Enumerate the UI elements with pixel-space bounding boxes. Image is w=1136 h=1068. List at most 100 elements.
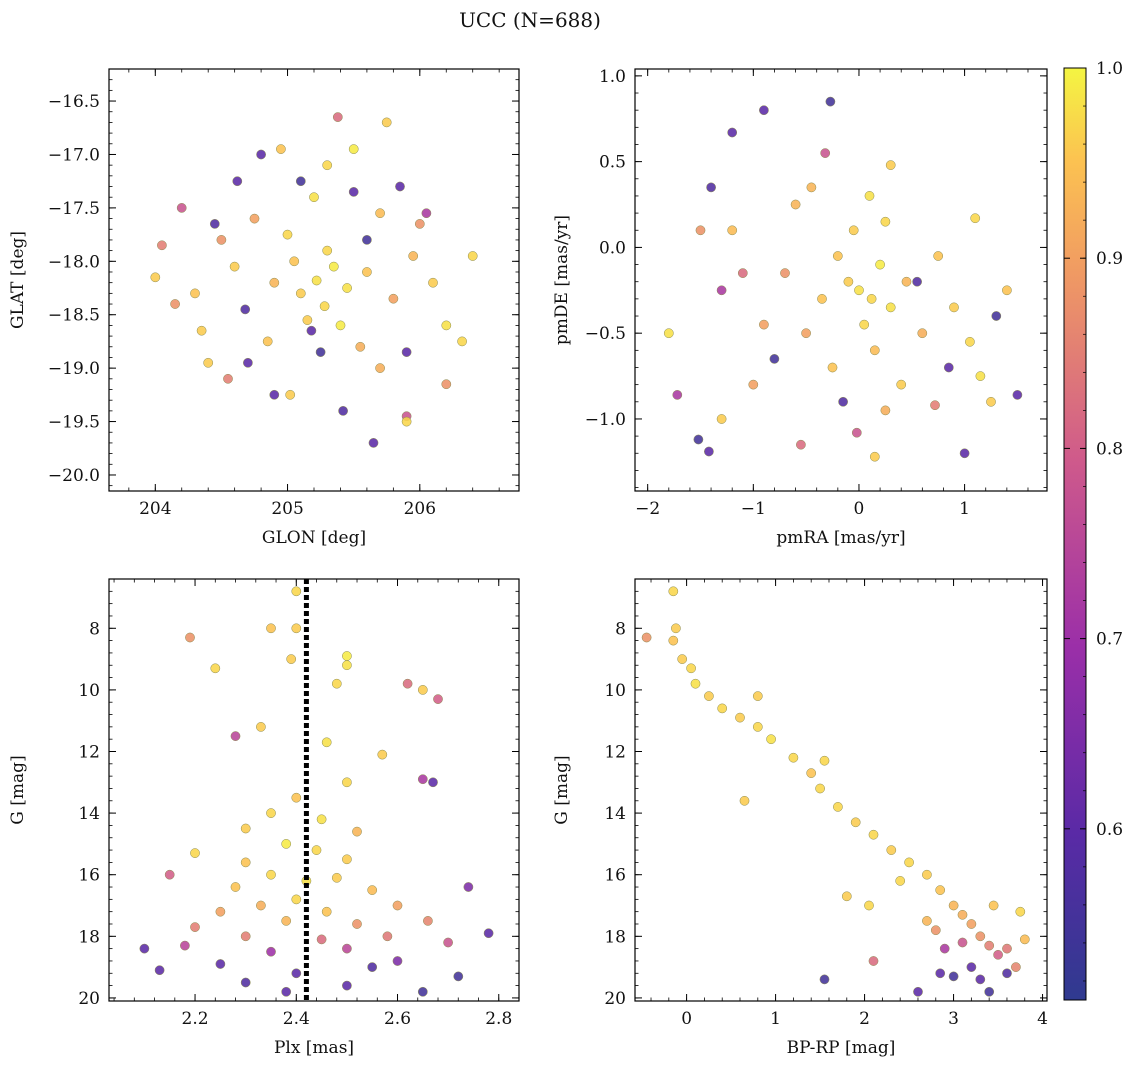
- data-point: [203, 357, 214, 368]
- data-point: [453, 971, 464, 982]
- data-point: [190, 848, 200, 858]
- y-tick-label: 14: [78, 804, 100, 824]
- data-point: [851, 427, 862, 438]
- data-point: [395, 181, 405, 192]
- data-point: [766, 734, 776, 745]
- data-point: [866, 294, 877, 304]
- y-tick-label: 18: [604, 927, 626, 947]
- data-point: [342, 943, 352, 954]
- data-point: [930, 925, 941, 936]
- data-point: [912, 276, 922, 287]
- data-point: [848, 225, 859, 236]
- data-point: [428, 277, 438, 288]
- data-point: [875, 259, 885, 270]
- data-point: [210, 663, 221, 674]
- data-point: [935, 885, 946, 895]
- data-point: [266, 946, 276, 957]
- axes-frame: [634, 578, 1048, 1002]
- x-tick-label: 4: [1037, 1009, 1048, 1029]
- data-point: [641, 632, 652, 643]
- data-point: [966, 919, 977, 929]
- data-point: [362, 267, 372, 277]
- data-point: [229, 261, 240, 272]
- data-point: [986, 396, 996, 407]
- data-point: [256, 900, 266, 911]
- data-point: [375, 208, 385, 219]
- data-point: [690, 678, 701, 689]
- data-point: [739, 795, 750, 806]
- data-point: [401, 416, 412, 427]
- x-tick-label: 1: [959, 499, 970, 519]
- data-point: [423, 916, 433, 926]
- data-point: [832, 251, 843, 261]
- data-point: [735, 712, 745, 723]
- data-point: [266, 869, 276, 880]
- data-point: [185, 632, 195, 643]
- data-point: [315, 347, 326, 357]
- y-tick-label: 8: [89, 619, 100, 639]
- data-point: [243, 357, 253, 368]
- data-point: [457, 336, 467, 347]
- data-point: [854, 285, 864, 296]
- y-tick-label: −16.5: [48, 92, 100, 112]
- data-point: [335, 320, 346, 331]
- data-point: [913, 986, 923, 997]
- data-point: [388, 293, 399, 304]
- data-point: [417, 774, 428, 785]
- x-tick-label: 2.6: [384, 1009, 411, 1029]
- x-tick-label: 2.2: [182, 1009, 209, 1029]
- data-point: [348, 187, 359, 197]
- data-point: [949, 302, 959, 313]
- data-point: [1012, 390, 1023, 400]
- data-point: [342, 651, 352, 661]
- y-tick-label: −17.0: [48, 145, 100, 165]
- data-point: [1002, 943, 1012, 954]
- data-point: [223, 373, 233, 384]
- data-point: [930, 400, 940, 411]
- y-tick-label: 16: [78, 866, 100, 886]
- data-point: [895, 876, 906, 886]
- y-tick-label: 14: [604, 804, 626, 824]
- data-point: [880, 405, 891, 416]
- x-tick-label: 206: [404, 499, 436, 519]
- data-point: [716, 285, 727, 296]
- data-point: [1015, 906, 1026, 917]
- x-tick-label: 204: [139, 499, 171, 519]
- panel-3: 2.2 2.4 2.6 2.8 8 10 12 14 16 18 20 Plx [mas] G [mag…: [8, 578, 520, 1058]
- data-point: [190, 922, 200, 932]
- y-tick-label: 20: [78, 989, 100, 1009]
- data-point: [291, 968, 302, 979]
- data-point: [180, 940, 190, 951]
- data-point: [935, 968, 946, 979]
- data-point: [825, 96, 836, 107]
- colorbar-tick-label: 0.7: [1096, 630, 1123, 650]
- data-point: [355, 341, 366, 352]
- data-point: [262, 336, 273, 347]
- data-point: [901, 276, 912, 287]
- y-axis-label: pmDE [mas/yr]: [552, 215, 572, 345]
- data-point: [269, 277, 280, 288]
- data-point: [677, 654, 688, 664]
- data-point: [309, 192, 319, 203]
- y-tick-label: 0.5: [599, 153, 626, 173]
- data-point: [402, 678, 413, 689]
- data-point: [281, 839, 292, 849]
- data-point: [190, 288, 200, 299]
- data-point: [256, 722, 266, 732]
- data-point: [342, 980, 352, 991]
- data-point: [240, 304, 251, 315]
- data-point: [796, 439, 806, 450]
- data-point: [321, 906, 332, 917]
- data-point: [970, 213, 981, 224]
- data-point: [417, 685, 428, 695]
- data-point: [815, 783, 825, 794]
- data-point: [322, 245, 333, 256]
- data-point: [367, 885, 378, 895]
- data-point: [311, 845, 322, 855]
- data-point: [216, 235, 227, 245]
- x-axis-label: Plx [mas]: [274, 1038, 354, 1058]
- data-point: [737, 268, 748, 278]
- x-axis-label: GLON [deg]: [262, 528, 366, 548]
